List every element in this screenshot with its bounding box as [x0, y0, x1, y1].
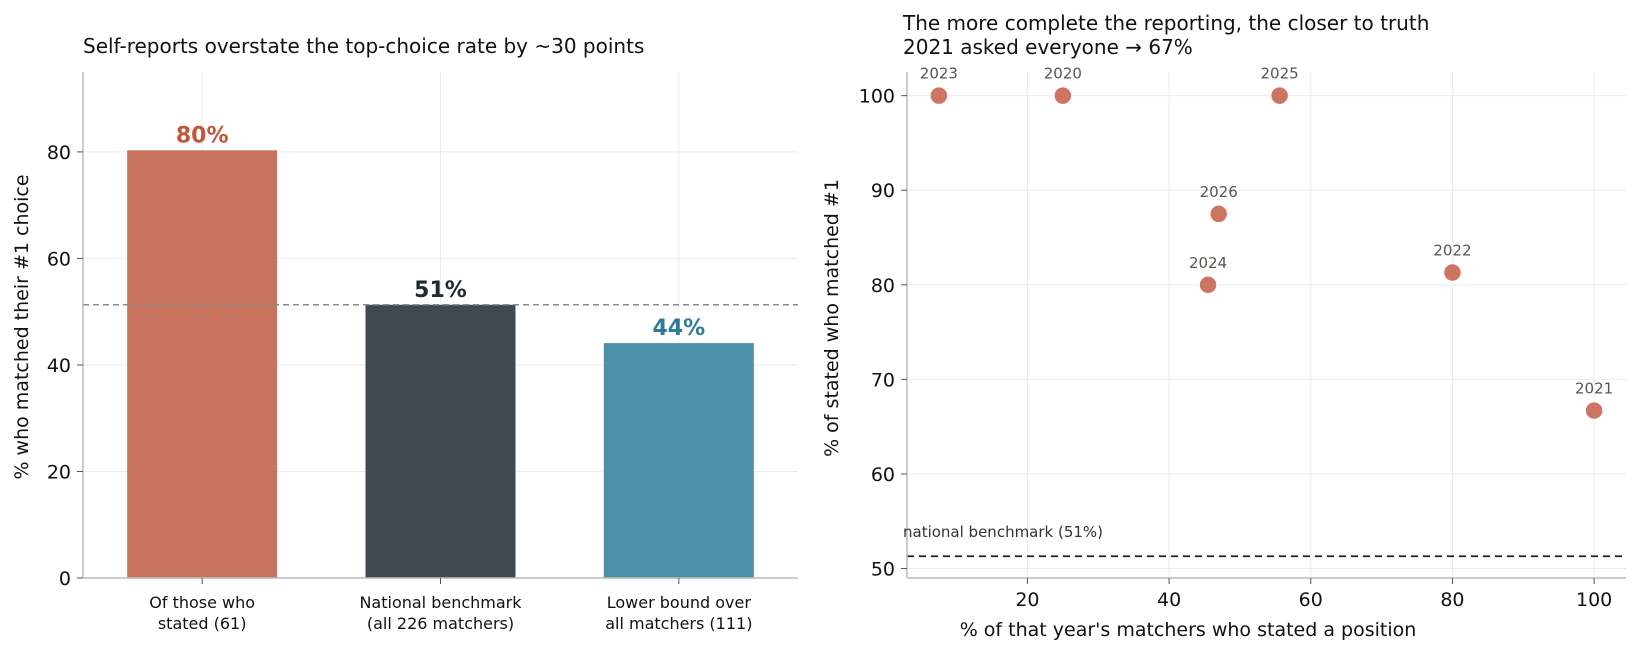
- x-tick-label: 60: [1299, 589, 1323, 611]
- scatter-chart-y-axis-label: % of stated who matched #1: [821, 179, 843, 457]
- bar-chart-panel: 0 20 40 60 80 Of those who stated (61) National…: [11, 34, 798, 633]
- bar-chart-value-labels: 80% 51% 44%: [176, 123, 705, 341]
- bar-value-label: 44%: [652, 316, 705, 341]
- y-tick-label: 100: [859, 86, 895, 108]
- y-tick-label: 40: [47, 355, 71, 377]
- scatter-point: [1198, 275, 1218, 295]
- scatter-point: [1442, 262, 1463, 283]
- y-tick-label: 60: [871, 464, 895, 486]
- scatter-chart-axes: [906, 72, 1626, 579]
- x-tick-label: 80: [1440, 589, 1464, 611]
- y-tick-label: 70: [871, 369, 895, 391]
- point-year-label: 2026: [1200, 183, 1238, 201]
- scatter-point: [929, 85, 949, 106]
- y-tick-label: 80: [47, 142, 71, 164]
- point-year-label: 2024: [1189, 254, 1227, 272]
- y-tick-label: 20: [47, 461, 71, 483]
- point-year-label: 2022: [1433, 242, 1471, 260]
- bar: [603, 343, 754, 578]
- scatter-chart-gridlines: [907, 72, 1626, 578]
- scatter-point: [1269, 85, 1290, 106]
- point-year-label: 2020: [1044, 65, 1082, 83]
- bar-value-label: 51%: [414, 278, 467, 303]
- x-tick-label: 20: [1015, 589, 1039, 611]
- scatter-point: [1208, 204, 1229, 224]
- x-tick-label: Of those who stated (61): [149, 593, 255, 633]
- bar-value-label: 80%: [176, 123, 229, 148]
- y-tick-label: 60: [47, 248, 71, 270]
- scatter-chart-ticks: 50 60 70 80 90 100 20 40 60 80 100: [859, 86, 1613, 611]
- point-year-label: 2023: [920, 65, 958, 83]
- x-tick-label: Lower bound over all matchers (111): [605, 593, 752, 633]
- point-year-label: 2021: [1575, 380, 1613, 398]
- y-tick-label: 0: [59, 568, 71, 590]
- x-tick-label: 40: [1157, 589, 1181, 611]
- scatter-point: [1053, 85, 1073, 106]
- scatter-chart-title: The more complete the reporting, the clo…: [902, 11, 1429, 59]
- x-tick-label: National benchmark (all 226 matchers): [359, 593, 522, 633]
- scatter-point: [1584, 400, 1604, 421]
- bar: [127, 150, 278, 578]
- point-year-label: 2025: [1261, 65, 1299, 83]
- bar-chart-title: Self-reports overstate the top-choice ra…: [83, 34, 644, 58]
- y-tick-label: 50: [871, 559, 895, 581]
- bar-chart-ticks: 0 20 40 60 80 Of those who stated (61) National…: [47, 142, 753, 633]
- y-tick-label: 80: [871, 275, 895, 297]
- benchmark-line-label: national benchmark (51%): [903, 523, 1103, 541]
- bar-chart-y-axis-label: % who matched their #1 choice: [11, 174, 33, 479]
- bar: [365, 304, 516, 578]
- bar-chart-bars: [127, 150, 754, 578]
- scatter-chart-points: 2023 2020 2025 2026 2024 2022 2021: [920, 65, 1613, 421]
- y-tick-label: 90: [871, 180, 895, 202]
- x-tick-label: 100: [1576, 589, 1612, 611]
- scatter-chart-x-axis-label: % of that year's matchers who stated a p…: [960, 619, 1417, 641]
